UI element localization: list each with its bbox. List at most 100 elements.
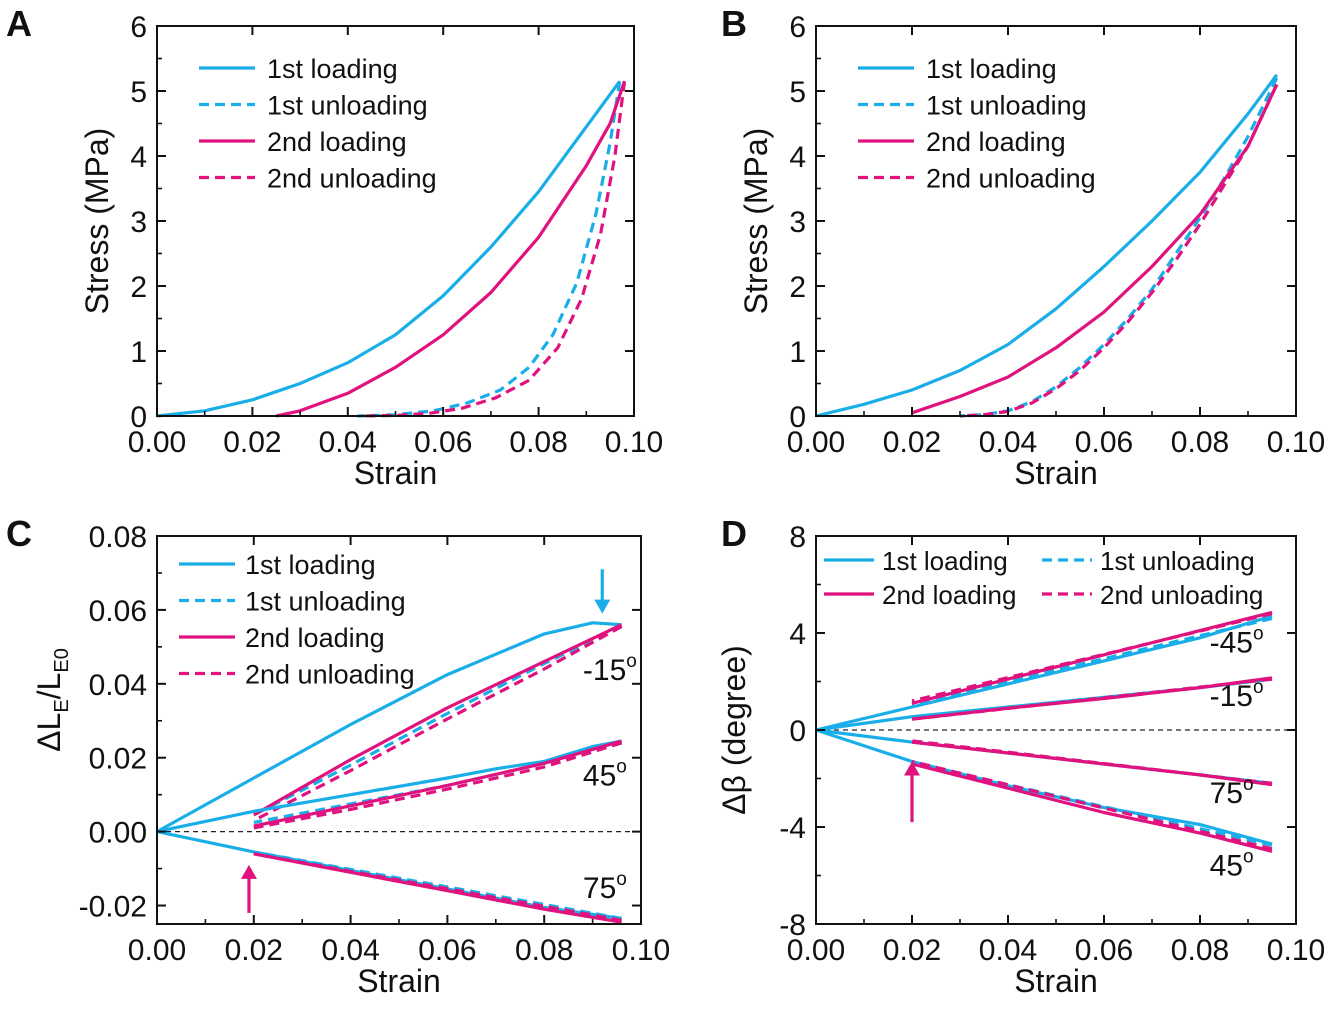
y-tick-label: 1 [130, 336, 147, 369]
angle-label: 75o [1210, 774, 1254, 810]
series-line-2nd-loading [275, 80, 627, 418]
y-tick-label: 8 [789, 521, 806, 554]
y-tick-label: 0 [130, 401, 147, 434]
angle-value: 75 [1210, 777, 1243, 810]
y-axis-label: Stress (MPa) [738, 128, 774, 315]
x-axis-label: Strain [354, 455, 438, 491]
y-axis-label-part: /L [31, 673, 67, 700]
y-tick-label: 6 [789, 11, 806, 44]
y-tick-label: 0 [789, 401, 806, 434]
panel-letter: A [6, 3, 32, 44]
series-line-45-cyan-loading [156, 739, 622, 834]
angle-value: -15 [583, 654, 626, 687]
legend-label: 2nd unloading [267, 164, 437, 194]
x-tick-label: 0.10 [612, 934, 670, 967]
legend-label: 2nd unloading [926, 164, 1096, 194]
y-tick-label: 0.06 [89, 595, 147, 628]
degree-symbol: o [1243, 847, 1254, 868]
y-tick-label: 0.08 [89, 521, 147, 554]
x-tick-label: 0.02 [225, 934, 283, 967]
y-tick-label: 2 [789, 271, 806, 304]
arrow-head [594, 599, 611, 614]
y-tick-label: 3 [789, 206, 806, 239]
x-tick-label: 0.00 [128, 934, 186, 967]
panel-letter: B [721, 3, 747, 44]
y-tick-label: 0 [789, 715, 806, 748]
angle-label: 45o [583, 756, 627, 792]
y-tick-label: 1 [789, 336, 806, 369]
series-line--15-cyan-unloading [253, 625, 623, 817]
y-axis-label: ΔLE/LE0 [31, 648, 73, 752]
y-axis-label-part: E0 [51, 648, 73, 672]
series-line-75-magenta-unloading [911, 739, 1273, 785]
arrow-head [904, 761, 920, 776]
x-tick-label: 0.04 [321, 934, 379, 967]
series-line-45-magenta-loading [911, 762, 1273, 853]
degree-symbol: o [1253, 677, 1264, 698]
x-tick-label: 0.10 [1267, 426, 1325, 459]
x-axis-label: Strain [1014, 455, 1098, 491]
y-tick-label: -4 [779, 812, 806, 845]
angle-value: -45 [1210, 626, 1253, 659]
series-line-2nd-loading [911, 83, 1279, 415]
angle-value: 45 [583, 759, 616, 792]
x-tick-label: 0.04 [979, 934, 1037, 967]
series-line-45-magenta-loading [253, 739, 623, 828]
x-tick-label: 0.10 [605, 426, 663, 459]
x-tick-label: 0.08 [1171, 426, 1229, 459]
panel-b: B 0.00 0.02 0.04 0.06 0.08 0.10 0 1 2 3 4 5 6 Strain St… [721, 3, 1325, 491]
angle-label: -15o [583, 651, 637, 687]
series-line--45-magenta-unloading [911, 612, 1273, 703]
legend-label: 1st loading [267, 54, 398, 84]
legend-label: 1st unloading [926, 91, 1087, 121]
x-tick-label: 0.02 [223, 426, 281, 459]
y-tick-label: 0.04 [89, 669, 147, 702]
series-line-75-cyan-unloading [253, 850, 622, 921]
angle-label: 75o [583, 869, 627, 905]
degree-symbol: o [616, 756, 627, 777]
x-tick-label: 0.06 [1075, 934, 1133, 967]
x-tick-label: 0.00 [128, 426, 186, 459]
panel-letter: C [6, 513, 32, 554]
series-line-1st-unloading [357, 81, 622, 418]
degree-symbol: o [1253, 623, 1264, 644]
degree-symbol: o [626, 651, 637, 672]
series-line-45-magenta-unloading [253, 741, 623, 830]
y-axis-label-part: E [51, 699, 73, 712]
x-axis-label: Strain [357, 963, 441, 999]
x-tick-label: 0.06 [418, 934, 476, 967]
plot-frame [815, 25, 1297, 417]
y-tick-label: 4 [789, 618, 806, 651]
x-tick-label: 0.08 [515, 934, 573, 967]
series-line--45-cyan-loading [815, 614, 1273, 732]
series-line-45-cyan-loading [815, 728, 1273, 846]
x-tick-label: 0.02 [883, 934, 941, 967]
y-axis-label: Δβ (degree) [716, 645, 752, 815]
series-line-2nd-unloading [362, 81, 627, 418]
y-tick-label: 5 [789, 76, 806, 109]
degree-symbol: o [1243, 774, 1254, 795]
x-tick-label: 0.10 [1267, 934, 1325, 967]
x-tick-label: 0.02 [883, 426, 941, 459]
angle-label: 45o [1210, 847, 1254, 883]
x-tick-label: 0.06 [414, 426, 472, 459]
y-tick-label: 0.02 [89, 743, 147, 776]
y-tick-label: 6 [130, 11, 147, 44]
series-line--15-magenta-unloading [911, 677, 1273, 721]
y-tick-label: 4 [789, 141, 806, 174]
y-tick-label: 2 [130, 271, 147, 304]
y-axis-label-part: ΔL [31, 713, 67, 752]
legend-label: 2nd loading [245, 623, 385, 653]
angle-label: -45o [1210, 623, 1264, 659]
y-tick-label: 3 [130, 206, 147, 239]
legend-label: 2nd loading [926, 127, 1066, 157]
legend-label: 2nd unloading [245, 660, 415, 690]
panel-a: A 0.00 0.02 0.04 0.06 0.08 0.10 0 1 2 3 4 5 6 Strain St… [6, 3, 663, 491]
y-tick-label: 0.00 [89, 817, 147, 850]
panel-letter: D [721, 513, 747, 554]
series-line-2nd-unloading [959, 83, 1279, 418]
legend-label: 2nd loading [882, 580, 1016, 610]
series-line-1st-loading [156, 80, 621, 418]
angle-value: 45 [1210, 850, 1243, 883]
